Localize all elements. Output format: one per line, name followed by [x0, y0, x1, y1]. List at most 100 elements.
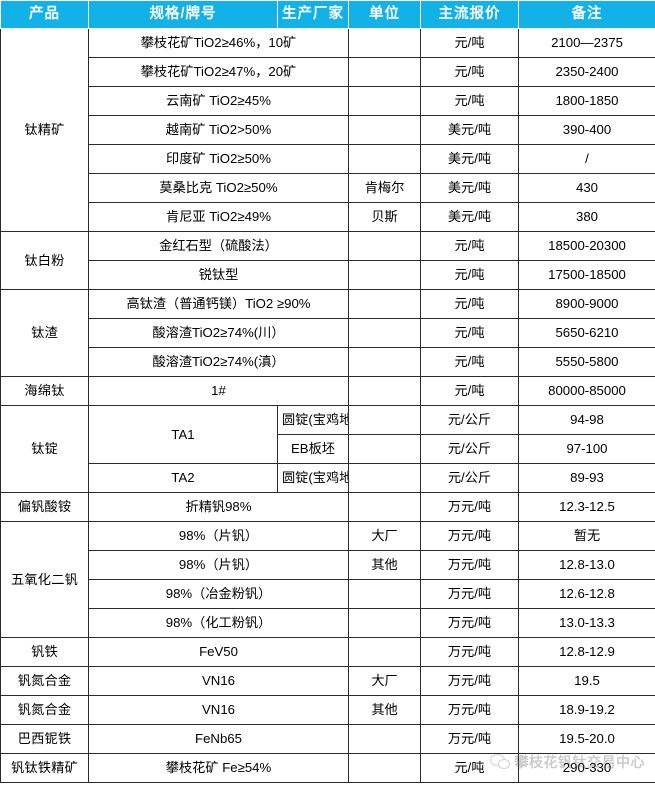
cell-spec: 莫桑比克 TiO2≥50%	[88, 173, 349, 203]
cell-manufacturer	[348, 492, 421, 522]
cell-spec: VN16	[88, 695, 349, 725]
cell-manufacturer	[348, 260, 421, 290]
cell-price: 390-400	[518, 115, 655, 145]
cell-spec: 肯尼亚 TiO2≥49%	[88, 202, 349, 232]
cell-grade: TA2	[88, 463, 278, 493]
cell-unit: 美元/吨	[420, 144, 519, 174]
cell-manufacturer	[348, 579, 421, 609]
header-row: 产品 规格/牌号 生产厂家 单位 主流报价 备注	[0, 0, 655, 29]
header-cell-price: 主流报价	[420, 0, 519, 29]
cell-manufacturer	[348, 463, 421, 493]
cell-unit: 元/吨	[420, 376, 519, 406]
table-header: 产品 规格/牌号 生产厂家 单位 主流报价 备注	[0, 0, 655, 29]
cell-spec: 越南矿 TiO2>50%	[88, 115, 349, 145]
cell-manufacturer	[348, 115, 421, 145]
cell-price: 13.0-13.3	[518, 608, 655, 638]
cell-subspec: 圆锭(宝鸡地区)	[277, 463, 349, 493]
cell-manufacturer	[348, 724, 421, 754]
cell-manufacturer	[348, 57, 421, 87]
cell-price: 89-93	[518, 463, 655, 493]
cell-unit: 万元/吨	[420, 666, 519, 696]
cell-price: 2100—2375	[518, 28, 655, 58]
cell-unit: 元/吨	[420, 753, 519, 783]
cell-product: 钒铁	[0, 637, 89, 667]
cell-price: 290-330	[518, 753, 655, 783]
cell-price: 1800-1850	[518, 86, 655, 116]
cell-unit: 美元/吨	[420, 115, 519, 145]
cell-spec: 攀枝花矿TiO2≥47%，20矿	[88, 57, 349, 87]
cell-unit: 元/公斤	[420, 434, 519, 464]
cell-price: 94-98	[518, 405, 655, 435]
cell-price: 19.5	[518, 666, 655, 696]
cell-unit: 美元/吨	[420, 202, 519, 232]
cell-spec: 98%（片钒）	[88, 521, 349, 551]
cell-price: 5650-6210	[518, 318, 655, 348]
cell-price: 80000-85000	[518, 376, 655, 406]
cell-unit: 万元/吨	[420, 724, 519, 754]
cell-spec: VN16	[88, 666, 349, 696]
cell-unit: 万元/吨	[420, 550, 519, 580]
cell-unit: 元/吨	[420, 347, 519, 377]
cell-spec: 攀枝花矿 Fe≥54%	[88, 753, 349, 783]
header-cell-note: 备注	[518, 0, 655, 29]
cell-product: 钛精矿	[0, 28, 89, 232]
cell-spec: 1#	[88, 376, 349, 406]
cell-subspec: EB板坯	[277, 434, 349, 464]
cell-unit: 元/吨	[420, 28, 519, 58]
cell-product: 钛锭	[0, 405, 89, 493]
cell-unit: 元/公斤	[420, 463, 519, 493]
cell-spec: 折精钒98%	[88, 492, 349, 522]
cell-product: 五氧化二钒	[0, 521, 89, 638]
cell-price: 8900-9000	[518, 289, 655, 319]
cell-price: 380	[518, 202, 655, 232]
cell-spec: 攀枝花矿TiO2≥46%，10矿	[88, 28, 349, 58]
cell-spec: FeV50	[88, 637, 349, 667]
cell-spec: FeNb65	[88, 724, 349, 754]
cell-grade: TA1	[88, 405, 278, 464]
cell-price: 18500-20300	[518, 231, 655, 261]
cell-subspec: 圆锭(宝鸡地区)	[277, 405, 349, 435]
cell-manufacturer	[348, 405, 421, 435]
cell-spec: 金红石型（硫酸法）	[88, 231, 349, 261]
table-row: 98%（化工粉钒）万元/吨13.0-13.3出厂 含税现金价	[1, 608, 655, 638]
cell-price: 2350-2400	[518, 57, 655, 87]
cell-unit: 元/公斤	[420, 405, 519, 435]
cell-price: 12.3-12.5	[518, 492, 655, 522]
cell-unit: 美元/吨	[420, 173, 519, 203]
cell-price: 暂无	[518, 521, 655, 551]
cell-manufacturer	[348, 637, 421, 667]
cell-manufacturer	[348, 144, 421, 174]
cell-product: 钒氮合金	[0, 666, 89, 696]
cell-spec: 98%（化工粉钒）	[88, 608, 349, 638]
cell-manufacturer	[348, 231, 421, 261]
cell-spec: 云南矿 TiO2≥45%	[88, 86, 349, 116]
cell-spec: 酸溶渣TiO2≥74%(滇）	[88, 347, 349, 377]
cell-unit: 元/吨	[420, 318, 519, 348]
cell-unit: 元/吨	[420, 86, 519, 116]
cell-spec: 印度矿 TiO2≥50%	[88, 144, 349, 174]
cell-manufacturer	[348, 347, 421, 377]
cell-unit: 元/吨	[420, 289, 519, 319]
cell-spec: 98%（冶金粉钒）	[88, 579, 349, 609]
cell-unit: 万元/吨	[420, 695, 519, 725]
cell-manufacturer	[348, 318, 421, 348]
header-cell-manufacturer: 生产厂家	[277, 0, 349, 29]
